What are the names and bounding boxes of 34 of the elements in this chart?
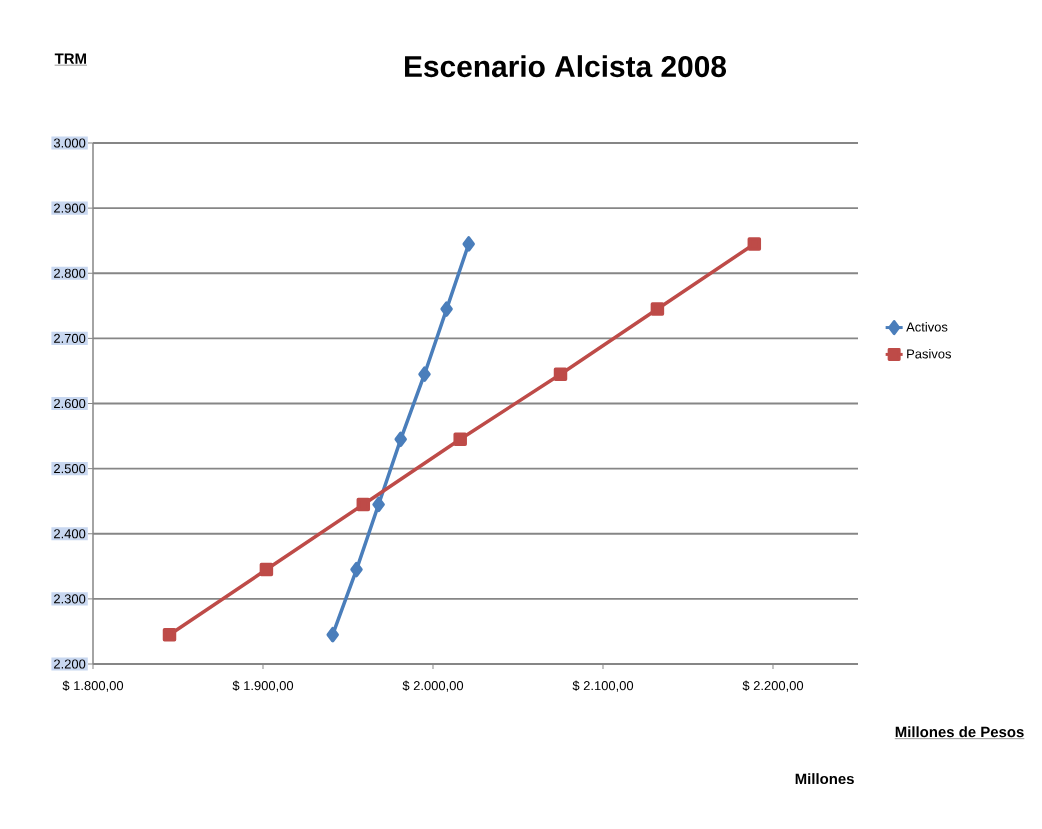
point [453, 432, 467, 447]
chart-title: Escenario Alcista 2008 [405, 55, 727, 78]
point [394, 431, 407, 448]
point [356, 497, 371, 512]
x-tick-label: $ 2.100,00 [572, 680, 634, 692]
x-tick-label: $ 2.200,00 [742, 680, 804, 692]
x-tick-label: $ 2.000,00 [402, 680, 464, 692]
point [350, 561, 363, 578]
y-tick-label: 2.500 [54, 464, 86, 474]
point [162, 627, 177, 642]
y-tick-label: 2.300 [54, 594, 86, 604]
y-tick-label: 2.400 [54, 529, 86, 539]
y-tick-label: 2.200 [54, 659, 86, 669]
point [372, 496, 385, 513]
x-tick-label: $ 1.900,00 [232, 680, 294, 692]
point [259, 562, 274, 577]
y-tick-label: 2.900 [54, 203, 86, 213]
point [462, 236, 475, 252]
x-tick-label: $ 1.800,00 [62, 680, 124, 692]
point [650, 302, 665, 316]
point [553, 367, 568, 381]
y-tick-label: 3.000 [53, 138, 86, 148]
x-axis-title: Millones de Pesos [895, 726, 1024, 738]
point [440, 301, 453, 317]
y-tick-label: 2.700 [54, 333, 86, 343]
legend-label: Activos [906, 322, 948, 332]
point [326, 626, 339, 643]
text: Millones [795, 773, 854, 785]
y-tick-label: 2.800 [54, 268, 86, 278]
point [418, 366, 431, 382]
point [747, 237, 762, 251]
y-axis-title: TRM [54, 53, 86, 64]
legend-label: Pasivos [907, 348, 952, 359]
y-tick-label: 2.600 [54, 398, 86, 409]
